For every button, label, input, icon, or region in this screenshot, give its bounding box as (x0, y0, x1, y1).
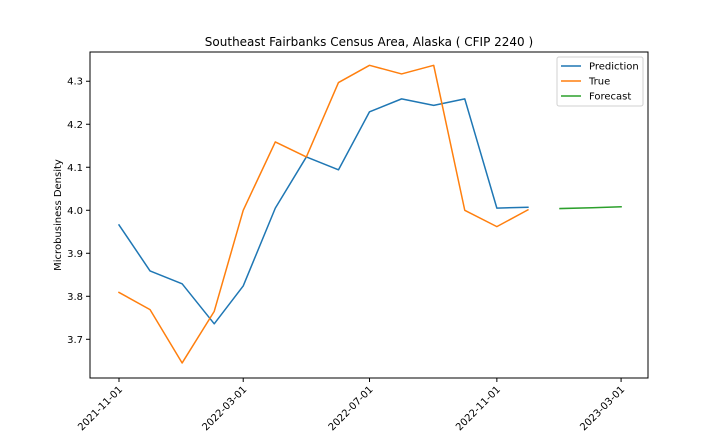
x-axis: 2021-11-01 2022-03-01 2022-07-01 2022-11-01… (76, 378, 627, 432)
y-axis-label: Microbusiness Density (53, 159, 64, 271)
chart-title: Southeast Fairbanks Census Area, Alaska … (205, 35, 533, 49)
x-tick-label: 2021-11-01 (76, 384, 125, 432)
series-line-forecast (559, 206, 622, 210)
y-axis: 3.7 3.8 3.9 4.0 4.1 4.2 4.3 (67, 77, 90, 346)
x-tick-label: 2022-11-01 (454, 384, 503, 432)
y-tick-label: 3.9 (67, 249, 83, 260)
x-tick-label: 2023-03-01 (578, 384, 627, 432)
legend-label-prediction: Prediction (589, 62, 639, 73)
y-tick-label: 3.8 (67, 292, 83, 303)
x-tick-label: 2022-07-01 (327, 384, 376, 432)
y-tick-label: 4.1 (67, 163, 83, 174)
legend: Prediction True Forecast (556, 56, 644, 107)
y-tick-label: 4.3 (67, 77, 83, 88)
legend-label-true: True (588, 77, 610, 88)
y-tick-label: 4.0 (67, 206, 83, 217)
series-line-true (117, 64, 529, 364)
legend-box (556, 56, 644, 107)
y-tick-label: 3.7 (67, 335, 83, 346)
legend-label-forecast: Forecast (589, 92, 631, 103)
series-layer (117, 64, 622, 364)
plot-frame (89, 51, 649, 379)
series-line-prediction (117, 98, 529, 325)
y-tick-label: 4.2 (67, 120, 83, 131)
x-tick-label: 2022-03-01 (200, 384, 249, 432)
